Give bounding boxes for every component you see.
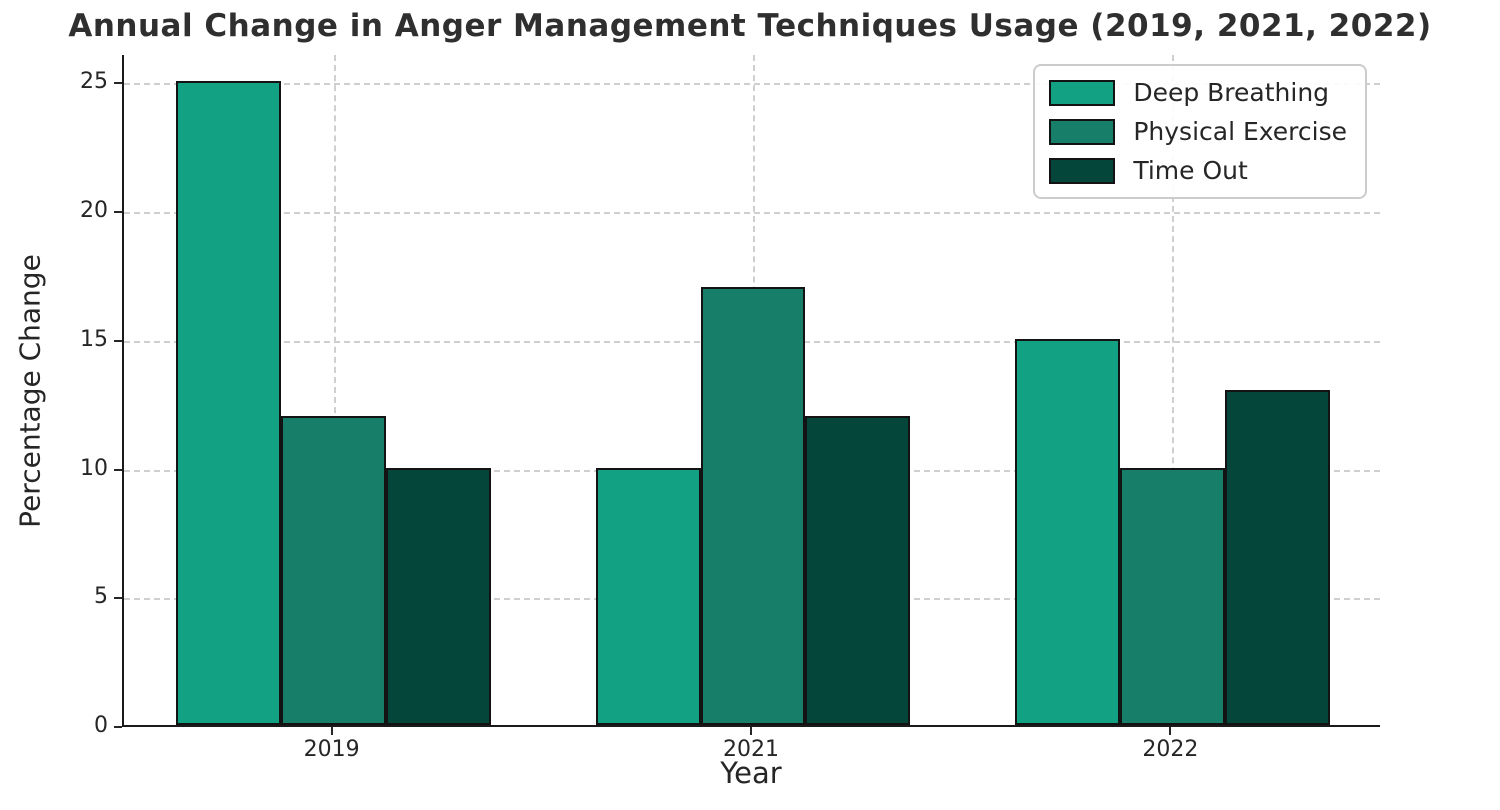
x-tick-mark	[330, 727, 333, 735]
bar-deep-breathing-2022	[1015, 338, 1120, 725]
legend-swatch-icon	[1049, 118, 1116, 145]
legend-item: Physical Exercise	[1049, 117, 1347, 146]
legend-label: Time Out	[1133, 156, 1248, 185]
x-tick-label: 2022	[1142, 737, 1199, 762]
x-tick-mark	[1169, 727, 1172, 735]
bar-physical-exercise-2019	[281, 416, 387, 725]
y-tick-mark	[114, 82, 122, 85]
y-axis-label-text: Percentage Change	[13, 254, 47, 528]
legend-label: Deep Breathing	[1133, 78, 1330, 107]
y-tick-label: 0	[94, 713, 108, 738]
bar-time-out-2022	[1224, 390, 1330, 725]
plot-area	[122, 55, 1380, 727]
legend-label: Physical Exercise	[1133, 117, 1347, 146]
y-tick-label: 5	[94, 584, 108, 610]
bar-physical-exercise-2022	[1119, 467, 1225, 725]
bar-physical-exercise-2021	[700, 287, 806, 725]
x-axis-label: Year	[720, 756, 782, 790]
chart-title: Annual Change in Anger Management Techni…	[68, 8, 1432, 44]
legend-item: Time Out	[1049, 156, 1347, 185]
bar-deep-breathing-2019	[176, 81, 282, 725]
gridline-horizontal	[124, 212, 1380, 215]
y-tick-mark	[114, 211, 122, 214]
y-tick-mark	[114, 468, 122, 471]
legend: Deep Breathing Physical Exercise Time Out	[1033, 64, 1367, 199]
y-tick-label: 15	[80, 326, 108, 352]
y-tick-mark	[114, 726, 122, 728]
x-tick-label: 2019	[303, 737, 360, 762]
legend-item: Deep Breathing	[1049, 78, 1347, 107]
gridline-vertical	[333, 55, 336, 725]
y-tick-mark	[114, 597, 122, 600]
y-tick-mark	[114, 339, 122, 342]
bar-time-out-2019	[386, 467, 491, 725]
gridline-vertical	[1172, 55, 1175, 725]
y-tick-label: 20	[80, 198, 108, 224]
y-tick-label: 10	[80, 455, 108, 481]
gridline-horizontal	[124, 83, 1380, 86]
legend-swatch-icon	[1049, 79, 1116, 106]
x-tick-mark	[750, 727, 752, 735]
y-tick-label: 25	[80, 69, 108, 95]
bar-deep-breathing-2021	[595, 467, 701, 725]
bar-time-out-2021	[805, 416, 911, 725]
x-tick-label: 2021	[723, 737, 779, 762]
legend-swatch-icon	[1049, 157, 1116, 184]
